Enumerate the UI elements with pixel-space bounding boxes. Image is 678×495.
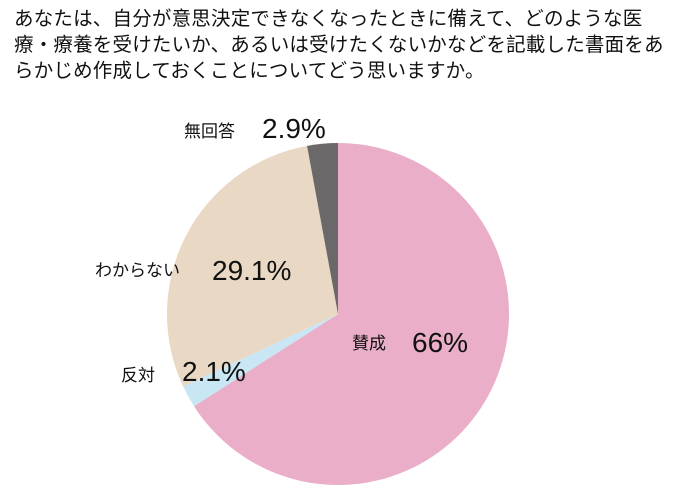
slice-name-oppose: 反対 (121, 366, 155, 386)
slice-name-agree: 賛成 (352, 334, 386, 354)
slice-agree (194, 143, 510, 486)
slice-unknown (167, 145, 338, 387)
slice-value-agree: 66% (412, 327, 468, 358)
slice-value-oppose: 2.1% (182, 356, 246, 387)
slice-value-no-answer: 2.9% (262, 113, 326, 144)
slice-oppose (183, 314, 338, 407)
slice-name-unknown: わからない (95, 261, 180, 281)
question-text: あなたは、自分が意思決定できなくなったときに備えて、どのような医療・療養を受けた… (14, 7, 664, 82)
slice-name-no-answer: 無回答 (184, 122, 235, 142)
pie-slices (167, 143, 510, 486)
slice-value-unknown: 29.1% (212, 255, 291, 286)
pie-labels: 賛成 66% 反対 2.1% わからない 29.1% 無回答 2.9% (95, 113, 468, 387)
slice-no-answer (307, 143, 338, 314)
